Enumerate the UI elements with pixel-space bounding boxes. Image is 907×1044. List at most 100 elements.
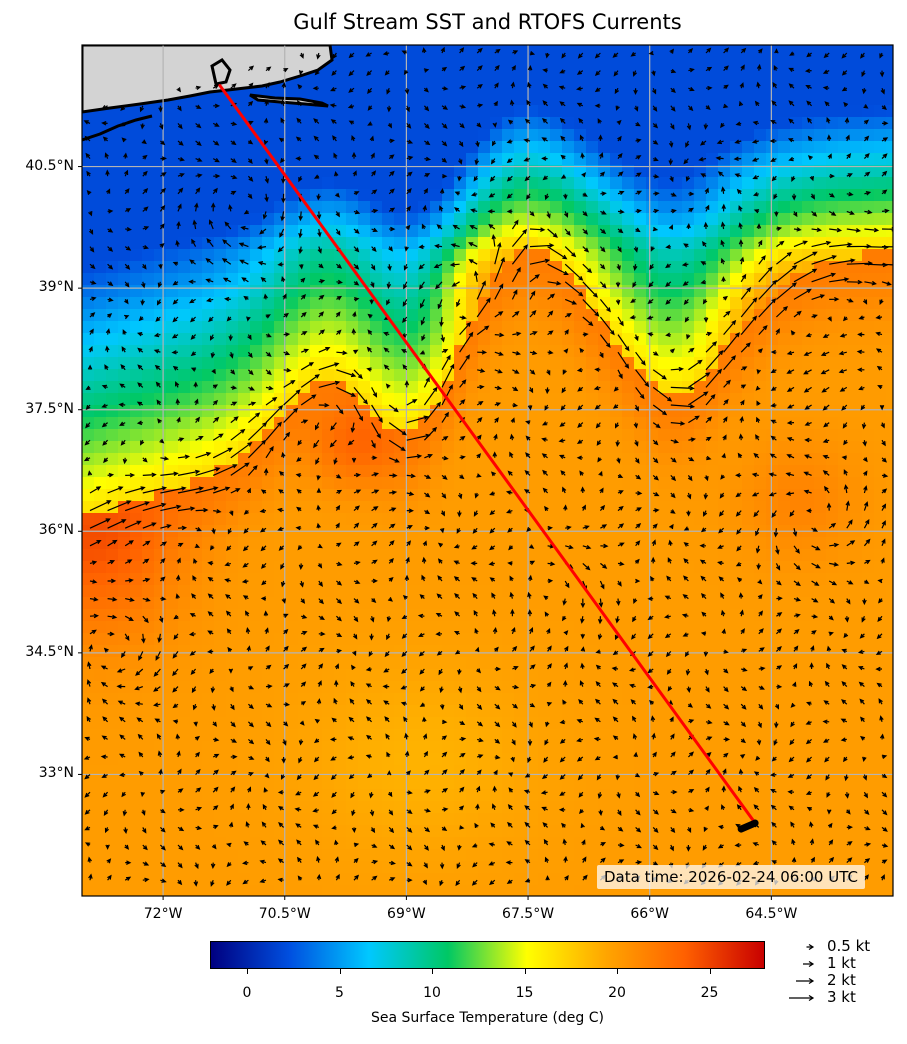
current-arrow bbox=[529, 645, 535, 652]
current-arrow bbox=[542, 83, 549, 89]
current-arrow bbox=[473, 175, 479, 182]
current-arrow bbox=[405, 556, 410, 564]
current-arrow bbox=[647, 596, 654, 601]
current-arrow bbox=[547, 293, 556, 300]
current-arrow bbox=[652, 386, 673, 402]
current-arrow bbox=[524, 821, 531, 828]
current-arrow bbox=[652, 369, 667, 380]
current-arrow bbox=[647, 684, 654, 690]
current-arrow bbox=[721, 276, 726, 282]
current-arrow bbox=[439, 205, 444, 212]
current-arrow bbox=[212, 433, 224, 441]
current-arrow bbox=[107, 313, 113, 318]
current-arrow bbox=[752, 175, 760, 180]
current-arrow bbox=[787, 404, 795, 409]
current-arrow bbox=[512, 402, 519, 408]
current-arrow bbox=[351, 328, 357, 335]
current-arrow bbox=[652, 861, 659, 866]
current-arrow bbox=[670, 457, 677, 463]
current-arrow bbox=[738, 205, 743, 212]
current-arrow bbox=[142, 244, 149, 250]
current-arrow bbox=[318, 615, 325, 621]
current-arrow bbox=[599, 580, 605, 590]
current-arrow bbox=[247, 439, 267, 459]
current-arrow bbox=[686, 123, 692, 131]
current-arrow bbox=[315, 839, 320, 846]
current-arrow bbox=[474, 158, 480, 166]
current-arrow bbox=[652, 751, 657, 758]
current-arrow bbox=[331, 825, 337, 830]
current-arrow bbox=[124, 876, 132, 881]
current-arrow bbox=[598, 152, 604, 159]
current-arrow bbox=[348, 70, 355, 77]
current-arrow bbox=[828, 856, 835, 863]
current-arrow bbox=[283, 379, 296, 388]
current-arrow bbox=[650, 556, 656, 564]
current-arrow bbox=[547, 263, 569, 275]
current-arrow bbox=[565, 525, 572, 530]
current-arrow bbox=[195, 768, 201, 775]
current-arrow bbox=[507, 804, 513, 811]
current-arrow bbox=[494, 241, 502, 265]
current-arrow bbox=[670, 68, 677, 74]
current-arrow bbox=[791, 838, 796, 846]
current-arrow bbox=[265, 82, 270, 89]
current-arrow bbox=[612, 716, 619, 723]
current-arrow bbox=[365, 52, 372, 57]
current-arrow bbox=[686, 510, 691, 517]
current-arrow bbox=[718, 576, 725, 582]
current-arrow bbox=[260, 596, 267, 601]
current-arrow bbox=[101, 773, 108, 778]
current-arrow bbox=[558, 454, 566, 459]
current-arrow bbox=[756, 400, 761, 406]
current-arrow bbox=[383, 668, 390, 673]
current-arrow bbox=[387, 123, 392, 129]
current-arrow bbox=[120, 364, 126, 371]
current-arrow bbox=[439, 528, 445, 534]
current-arrow bbox=[450, 243, 460, 248]
current-arrow bbox=[419, 350, 425, 355]
current-arrow bbox=[439, 316, 444, 327]
current-arrow bbox=[353, 857, 359, 864]
current-arrow bbox=[336, 542, 342, 548]
current-arrow bbox=[669, 523, 674, 530]
current-arrow bbox=[403, 716, 408, 723]
current-arrow bbox=[208, 316, 214, 323]
current-arrow bbox=[862, 774, 868, 781]
current-arrow bbox=[313, 439, 320, 449]
current-arrow bbox=[365, 754, 372, 759]
current-arrow bbox=[770, 386, 777, 391]
lon-tick-label: 72°W bbox=[143, 906, 183, 922]
current-arrow bbox=[473, 510, 479, 517]
current-arrow bbox=[367, 773, 373, 779]
current-arrow bbox=[213, 486, 231, 494]
current-arrow bbox=[335, 311, 341, 318]
current-arrow bbox=[510, 608, 515, 617]
current-arrow bbox=[577, 386, 584, 392]
current-arrow bbox=[424, 808, 432, 813]
current-arrow bbox=[335, 873, 340, 881]
current-arrow bbox=[617, 171, 624, 177]
current-arrow bbox=[212, 721, 218, 727]
current-arrow bbox=[664, 614, 671, 619]
current-arrow bbox=[352, 633, 358, 640]
current-arrow bbox=[786, 369, 795, 374]
current-arrow bbox=[494, 332, 505, 338]
current-arrow bbox=[683, 158, 689, 165]
current-arrow bbox=[347, 736, 355, 741]
current-arrow bbox=[316, 855, 321, 863]
current-arrow bbox=[494, 666, 502, 672]
current-arrow bbox=[230, 721, 236, 728]
current-arrow bbox=[542, 469, 549, 476]
current-arrow bbox=[353, 191, 360, 196]
current-arrow bbox=[881, 473, 889, 478]
current-arrow bbox=[559, 774, 566, 780]
current-arrow bbox=[120, 122, 126, 127]
current-arrow bbox=[843, 316, 848, 322]
current-arrow bbox=[212, 447, 233, 459]
current-arrow bbox=[193, 381, 198, 388]
legend-item: 0.5 kt bbox=[785, 938, 895, 955]
current-arrow bbox=[859, 633, 865, 639]
current-arrow bbox=[560, 135, 566, 142]
current-arrow bbox=[459, 47, 465, 54]
